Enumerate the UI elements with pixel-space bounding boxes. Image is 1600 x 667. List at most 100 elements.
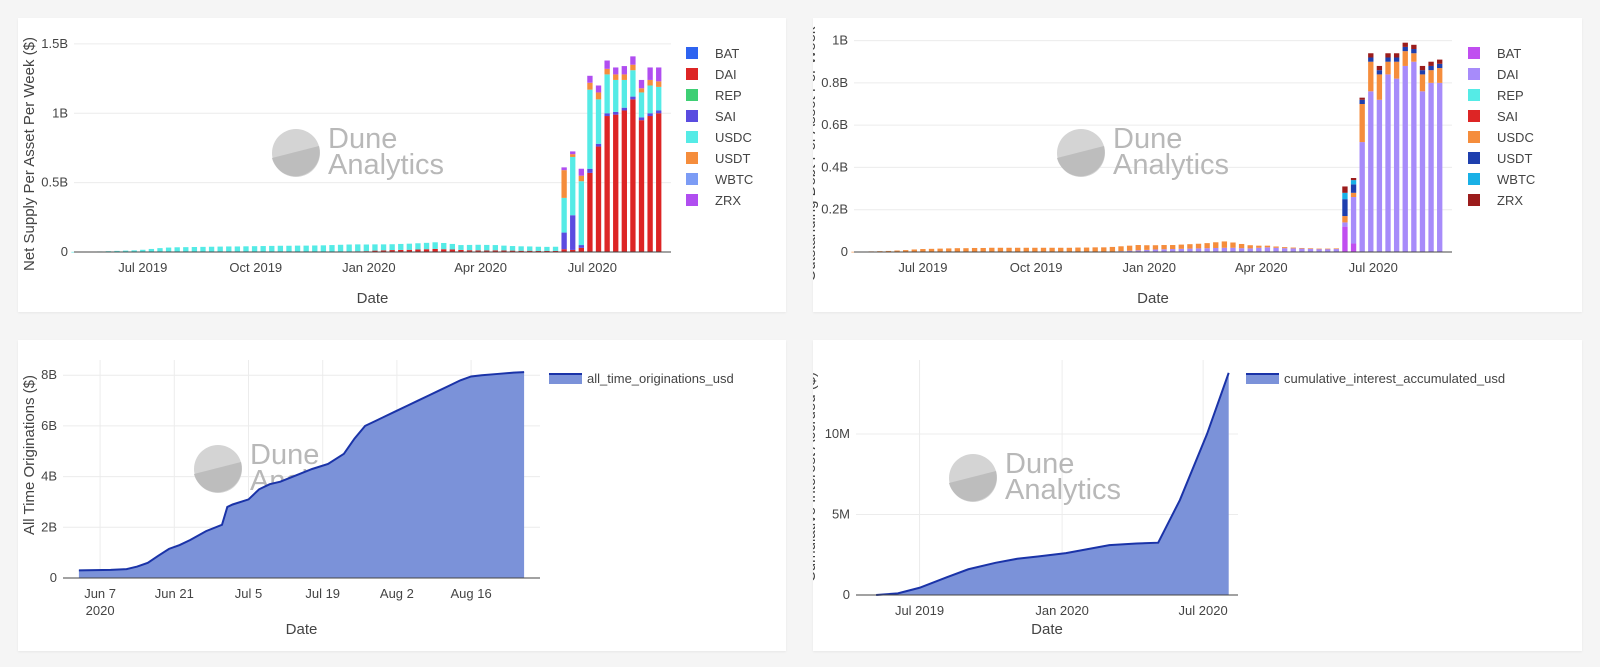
- outstanding-debt-chart-panel: 0 0.2B 0.4B 0.6B 0.8B 1B Dune Analytics BAT DAI RE…: [813, 18, 1582, 312]
- bar-usdc: [1204, 243, 1210, 249]
- bar-usdc: [148, 248, 155, 252]
- bar-usdc: [1290, 247, 1296, 249]
- bar-usdc: [200, 246, 206, 252]
- bar-usdc: [604, 74, 610, 114]
- bar-dai: [1437, 82, 1443, 252]
- bar-dai: [1247, 248, 1253, 252]
- bar-usdc: [329, 245, 335, 252]
- bar-usdt: [1428, 65, 1434, 71]
- bar-zrx: [647, 67, 653, 80]
- area-line: [876, 372, 1230, 596]
- bar-dai: [527, 250, 533, 252]
- bar-wbtc: [1350, 180, 1357, 185]
- bar-dai: [656, 113, 662, 252]
- bar-usdc: [131, 250, 137, 252]
- legend-label-sai: SAI: [715, 109, 736, 124]
- bar-usdc: [423, 242, 430, 250]
- bar-usdt: [1411, 49, 1417, 54]
- y-tick-label: 1B: [832, 33, 848, 48]
- bar-usdc: [1316, 248, 1322, 250]
- bar-usdc: [1428, 70, 1434, 83]
- bar-usdt: [1419, 70, 1426, 75]
- legend-label-zrx: ZRX: [1497, 193, 1523, 208]
- x-tick-label: Jul 2019: [898, 260, 947, 275]
- bar-sai: [621, 107, 627, 111]
- bar-usdc: [286, 245, 292, 252]
- bar-usdc: [303, 245, 309, 252]
- bar-usdc: [165, 247, 172, 252]
- bar-dai: [1264, 247, 1271, 252]
- bar-sai: [656, 110, 662, 114]
- bar-usdc: [1350, 192, 1357, 198]
- watermark-line1: Dune: [250, 439, 319, 471]
- bar-usdc: [157, 248, 163, 252]
- bar-usdt: [647, 79, 653, 86]
- y-axis-title: Net Supply Per Asset Per Week ($): [21, 37, 38, 271]
- x-axis-title: Date: [357, 290, 389, 307]
- bar-dai: [1204, 248, 1210, 252]
- bar-dai: [1152, 249, 1159, 252]
- legend-label-dai: DAI: [1497, 67, 1519, 82]
- bar-usdt: [1385, 57, 1391, 62]
- bar-zrx: [570, 151, 576, 155]
- bar-usdc: [1230, 242, 1236, 248]
- bar-usdc: [226, 246, 232, 252]
- y-axis-title: All Time Originations ($): [21, 375, 38, 535]
- bar-usdc: [269, 245, 275, 252]
- bar-usdc: [1144, 245, 1150, 250]
- bar-usdc: [1066, 247, 1072, 252]
- bar-usdt: [1437, 63, 1443, 69]
- bar-dai: [1126, 250, 1133, 252]
- bar-usdc: [1402, 51, 1408, 66]
- bar-dai: [1178, 248, 1184, 252]
- bar-zrx: [1419, 65, 1426, 71]
- bar-usdc: [1213, 242, 1219, 248]
- bar-usdc: [217, 246, 223, 252]
- originations-chart: 02B4B6B8BDuneAnalyticsall_time_originati…: [21, 360, 734, 638]
- bar-dai: [380, 250, 387, 252]
- watermark-line1: Dune: [1113, 123, 1182, 155]
- x-tick-label: Aug 16: [450, 586, 491, 601]
- bar-dai: [1428, 82, 1434, 252]
- x-tick-label: Oct 2019: [1010, 260, 1063, 275]
- y-tick-label: 10M: [825, 426, 850, 441]
- y-tick-label: 0.8B: [821, 75, 848, 90]
- bar-dai: [432, 248, 438, 252]
- bar-dai: [1290, 248, 1296, 252]
- bar-usdt: [621, 74, 627, 80]
- bar-zrx: [561, 167, 567, 171]
- net-supply-chart-panel: 0 0.5B 1B 1.5B Dune Analytics BAT DAI REP SAI USDC…: [18, 18, 786, 312]
- bar-usdc: [937, 248, 943, 252]
- y-tick-label: 0: [61, 244, 68, 259]
- bar-usdc: [1014, 247, 1021, 252]
- bar-dai: [647, 116, 653, 252]
- bar-usdc: [518, 246, 524, 251]
- bar-sai: [647, 113, 653, 117]
- bar-dai: [1213, 247, 1219, 252]
- x-tick-label: Jul 5: [235, 586, 262, 601]
- bar-usdc: [1307, 248, 1314, 249]
- legend-swatch-usdt: [686, 152, 698, 164]
- bar-usdc: [346, 244, 352, 252]
- bar-usdc: [997, 247, 1004, 252]
- bar-zrx: [1385, 53, 1391, 58]
- bar-usdc: [928, 248, 935, 252]
- bar-dai: [630, 99, 636, 253]
- legend-swatch-wbtc: [1468, 173, 1480, 185]
- bar-usdc: [1359, 104, 1365, 143]
- bar-sai: [587, 168, 593, 173]
- bar-dai: [1350, 197, 1357, 244]
- bar-dai: [638, 120, 645, 252]
- bar-dai: [595, 146, 602, 252]
- bar-usdc: [1101, 247, 1107, 252]
- bar-usdc: [1083, 247, 1090, 252]
- legend-swatch-sai: [1468, 110, 1480, 122]
- bar-usdt: [1342, 199, 1348, 217]
- x-tick-label: Jul 19: [305, 586, 340, 601]
- bar-usdt: [578, 175, 584, 182]
- bar-dai: [1376, 99, 1383, 253]
